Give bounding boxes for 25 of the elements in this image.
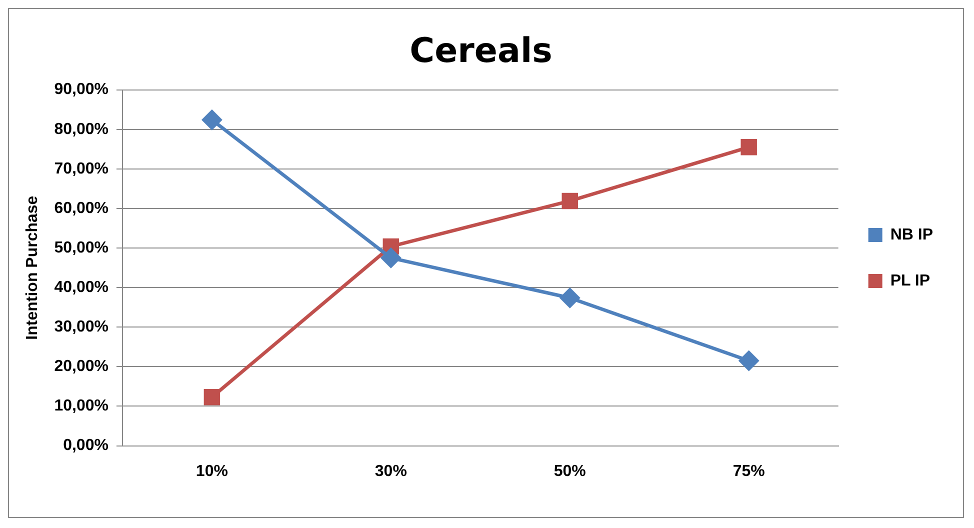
y-tick-label: 70,00% (54, 160, 108, 178)
y-tick-label: 50,00% (54, 239, 108, 256)
point (739, 351, 759, 371)
x-tick-label: 75% (732, 462, 765, 480)
x-tick-label: 50% (554, 462, 586, 480)
y-tick-label: 0,00% (63, 437, 108, 454)
y-tick-label: 10,00% (54, 398, 108, 415)
y-tick-label: 80,00% (54, 120, 108, 138)
chart-title: Cereals (410, 31, 552, 72)
x-tick-label: 10% (196, 462, 228, 480)
point (381, 248, 401, 268)
y-tick-label: 20,00% (54, 358, 108, 376)
point (202, 110, 222, 130)
y-tick-label: 40,00% (54, 278, 108, 296)
point (740, 139, 757, 156)
y-tick-label: 60,00% (54, 200, 108, 217)
y-tick-label: 30,00% (54, 318, 108, 336)
legend-label: NB IP (890, 226, 934, 244)
x-tick-label: 30% (374, 462, 407, 480)
point (562, 192, 578, 210)
point (560, 288, 580, 308)
point (204, 389, 220, 406)
y-tick-label: 90,00% (54, 81, 108, 98)
legend-label: PL IP (890, 272, 930, 290)
y-axis-title: Intention Purchase (24, 196, 42, 340)
